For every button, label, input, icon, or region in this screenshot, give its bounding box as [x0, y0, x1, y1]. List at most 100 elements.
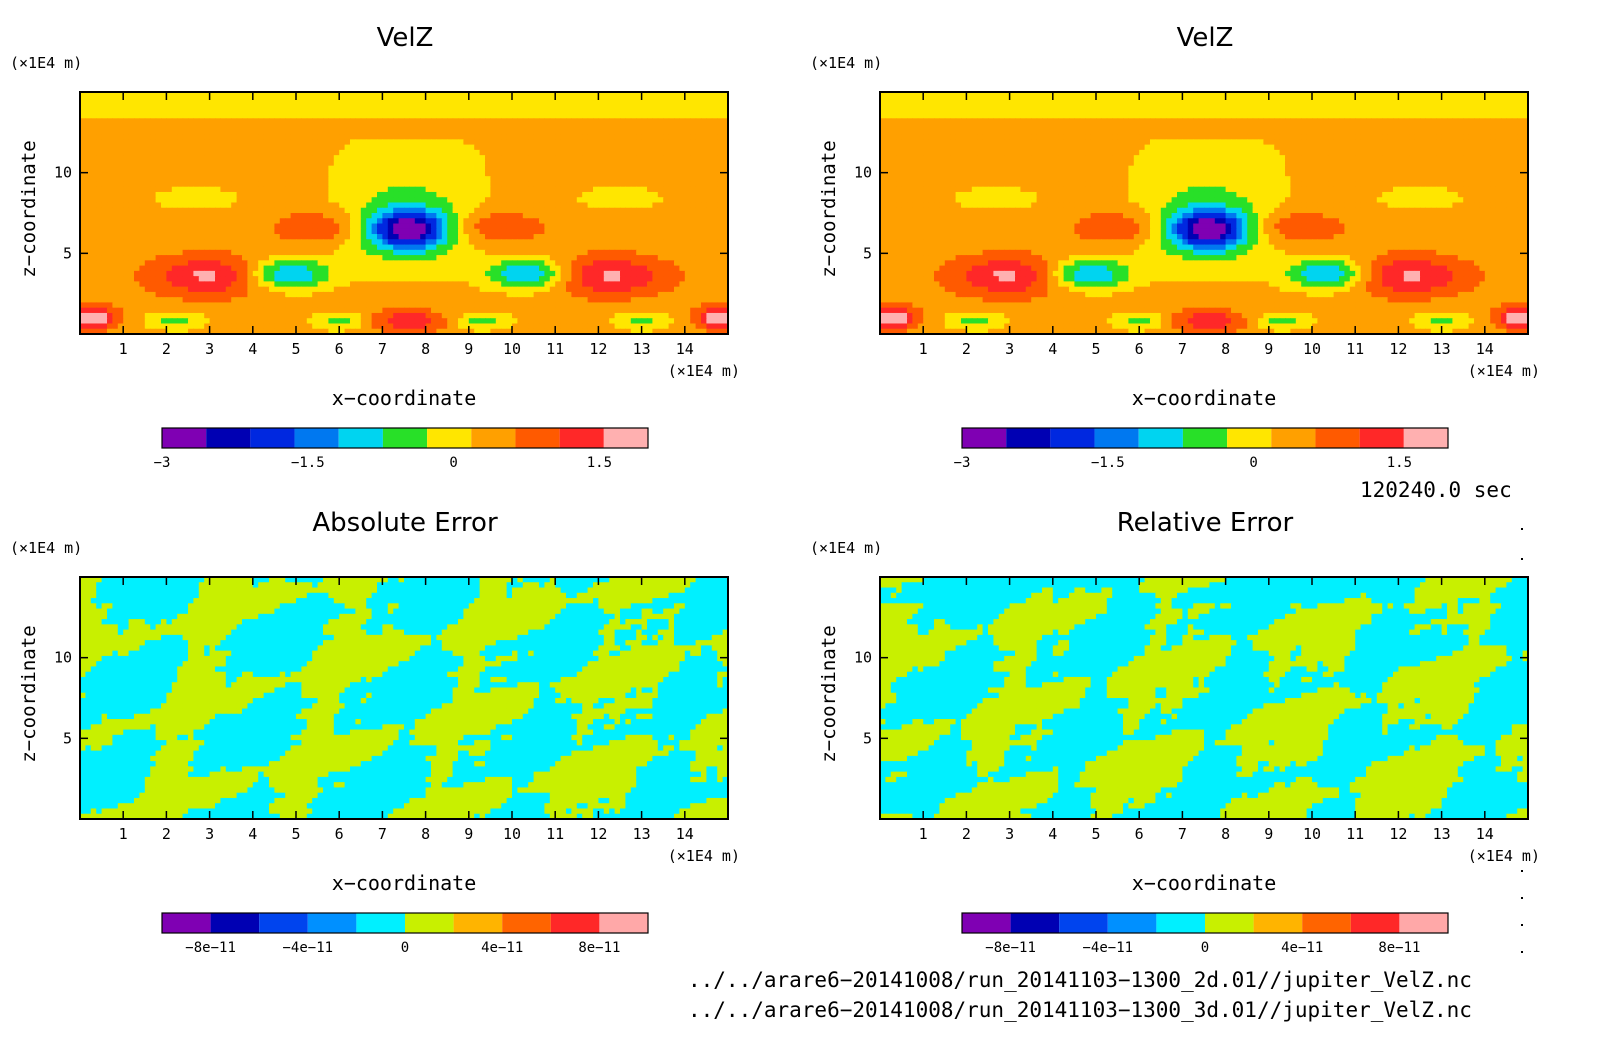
x-tick-label: 7 — [1178, 340, 1187, 358]
x-tick-label: 3 — [205, 340, 214, 358]
colorbar-tick-label: −4e−11 — [283, 940, 334, 955]
colorbar-segment — [559, 428, 604, 448]
y-tick-label: 10 — [54, 649, 72, 667]
x-tick-label: 12 — [1389, 825, 1407, 843]
colorbar-segment — [206, 428, 251, 448]
x-tick-label: 3 — [1005, 825, 1014, 843]
colorbar-tick-label: 0 — [449, 455, 457, 470]
x-tick-label: 9 — [1264, 825, 1273, 843]
colorbar-segment — [1253, 913, 1303, 933]
y-tick-label: 5 — [63, 729, 72, 747]
x-tick-label: 8 — [421, 825, 430, 843]
x-tick-label: 9 — [1264, 340, 1273, 358]
colorbar-tick-label: −1.5 — [1091, 455, 1125, 470]
y-tick-label: 5 — [863, 244, 872, 262]
colorbar-segment — [250, 428, 295, 448]
colorbar-segment — [599, 913, 648, 933]
colorbar-segment — [1059, 913, 1108, 933]
x-tick-label: 13 — [1433, 340, 1451, 358]
y-tick-label: 10 — [54, 164, 72, 182]
contour-field — [80, 92, 729, 335]
decor-dot — [1521, 924, 1523, 926]
colorbar-frame — [961, 912, 1449, 934]
x-unit-label: (×1E4 m) — [1468, 362, 1540, 380]
contour-plot-svg: Absolute Error(×1E4 m)1 2 3 4 5 6 7 8 9 10 11 12 13 1… — [10, 508, 740, 955]
colorbar-segment — [515, 428, 560, 448]
x-tick-label: 9 — [464, 825, 473, 843]
y-tick-label: 5 — [863, 729, 872, 747]
colorbar-tick-label: −1.5 — [291, 455, 325, 470]
contour-plot-svg: VelZ(×1E4 m)1 2 3 4 5 6 7 8 9 10 11 12 13 14510(×1E4 … — [810, 23, 1540, 470]
colorbar-tick-label: 1.5 — [587, 455, 612, 470]
x-tick-label: 2 — [162, 340, 171, 358]
x-tick-label: 8 — [1221, 340, 1230, 358]
x-tick-label: 8 — [1221, 825, 1230, 843]
colorbar-frame — [161, 912, 649, 934]
file-path-3d: ../../arare6−20141008/run_20141103−1300_… — [688, 998, 1472, 1022]
colorbar-tick-label: −4e−11 — [1083, 940, 1134, 955]
contour-plot-svg: VelZ(×1E4 m)1 2 3 4 5 6 7 8 9 10 11 12 13 14510(×1E4 … — [10, 23, 740, 470]
plot-frame — [79, 576, 729, 820]
x-tick-label: 10 — [503, 825, 521, 843]
colorbar-tick-label: −8e−11 — [185, 940, 236, 955]
y-unit-label: (×1E4 m) — [810, 539, 882, 557]
x-tick-label: 3 — [1005, 340, 1014, 358]
y-axis-label: z−coordinate — [818, 140, 840, 277]
decor-dot — [1521, 951, 1523, 953]
colorbar-segment — [1205, 913, 1254, 933]
colorbar-segment — [1094, 428, 1139, 448]
velz-left-panel: VelZ (×1E4 m) 1 2 3 4 5 6 7 8 9 10 11 12 13 14 5 10 (×1E4 … — [0, 0, 790, 470]
colorbar-segment — [603, 428, 648, 448]
x-tick-label: 5 — [291, 825, 300, 843]
velz-right-panel: VelZ (×1E4 m) 1 2 3 4 5 6 7 8 9 10 11 12 13 14 5 10 (×1E4 … — [800, 0, 1590, 470]
colorbar-segment — [356, 913, 405, 933]
x-tick-label: 2 — [962, 340, 971, 358]
contour-field — [880, 92, 1529, 335]
colorbar-segment — [1271, 428, 1316, 448]
y-unit-label: (×1E4 m) — [10, 539, 82, 557]
x-tick-label: 6 — [335, 340, 344, 358]
x-tick-label: 14 — [676, 340, 694, 358]
colorbar-segment — [162, 428, 207, 448]
x-tick-label: 10 — [503, 340, 521, 358]
x-tick-label: 4 — [248, 825, 257, 843]
colorbar-segment — [1006, 428, 1051, 448]
colorbar-frame — [961, 427, 1449, 449]
colorbar-segment — [1359, 428, 1404, 448]
colorbar-segment — [453, 913, 503, 933]
colorbar-segment — [1050, 428, 1095, 448]
y-tick-label: 10 — [854, 649, 872, 667]
colorbar-segment — [1403, 428, 1448, 448]
x-tick-label: 1 — [119, 340, 128, 358]
colorbar-segment — [1010, 913, 1060, 933]
panel-title: VelZ — [1177, 23, 1234, 53]
x-tick-label: 11 — [546, 340, 564, 358]
colorbar-segment — [1315, 428, 1360, 448]
colorbar-tick-label: 1.5 — [1387, 455, 1412, 470]
colorbar-segment — [162, 913, 211, 933]
x-tick-label: 13 — [633, 825, 651, 843]
x-tick-label: 4 — [1048, 340, 1057, 358]
x-tick-label: 1 — [919, 825, 928, 843]
colorbar-tick-label: 4e−11 — [1281, 940, 1323, 955]
x-tick-label: 6 — [1135, 340, 1144, 358]
x-tick-label: 10 — [1303, 825, 1321, 843]
x-tick-label: 2 — [962, 825, 971, 843]
x-tick-label: 12 — [1389, 340, 1407, 358]
x-tick-label: 7 — [378, 340, 387, 358]
x-tick-label: 4 — [1048, 825, 1057, 843]
colorbar-segment — [294, 428, 339, 448]
x-tick-label: 13 — [1433, 825, 1451, 843]
decor-dot — [1521, 528, 1523, 530]
panel-title: Absolute Error — [312, 508, 498, 538]
colorbar-segment — [405, 913, 454, 933]
colorbar-segment — [550, 913, 600, 933]
contour-field — [880, 577, 1529, 820]
colorbar-tick-label: 0 — [1201, 940, 1209, 955]
colorbar-tick-label: 4e−11 — [481, 940, 523, 955]
x-tick-label: 14 — [1476, 825, 1494, 843]
x-tick-label: 6 — [1135, 825, 1144, 843]
x-tick-label: 10 — [1303, 340, 1321, 358]
x-tick-label: 6 — [335, 825, 344, 843]
x-tick-label: 5 — [291, 340, 300, 358]
